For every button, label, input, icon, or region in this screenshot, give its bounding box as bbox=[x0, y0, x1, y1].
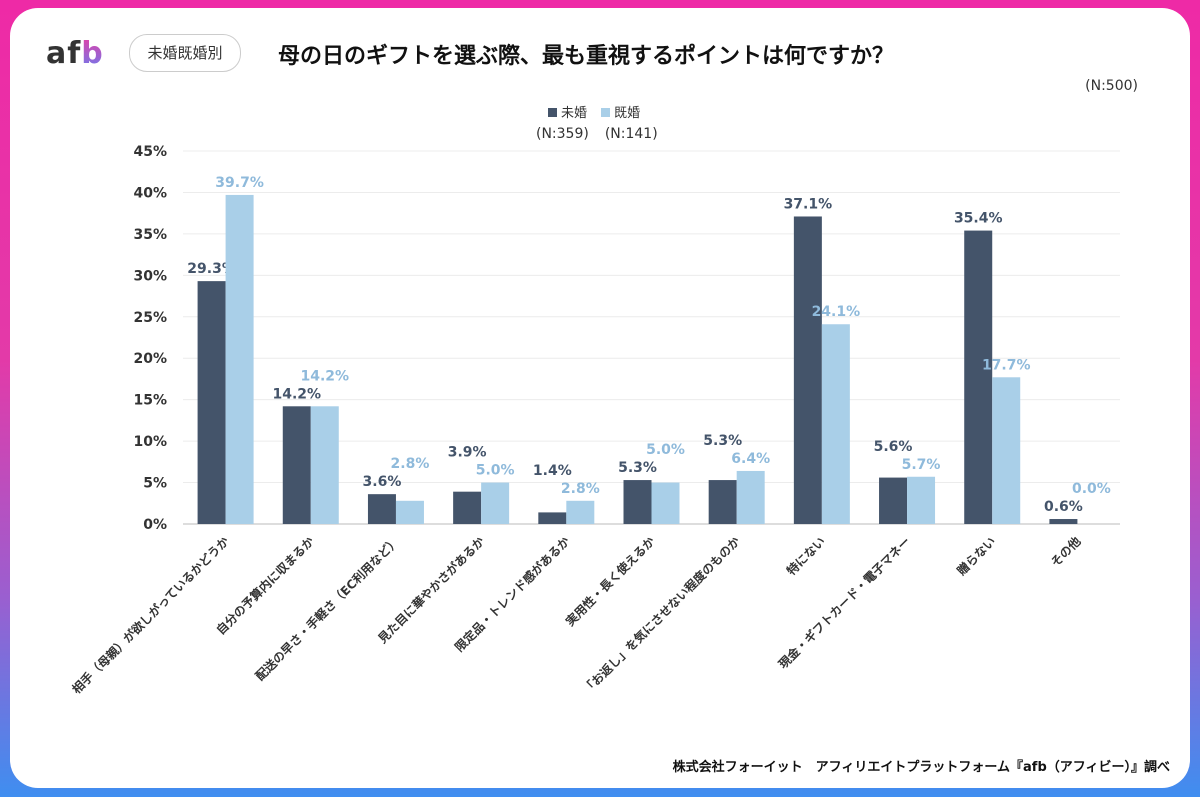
y-tick-label: 45% bbox=[133, 144, 167, 160]
data-label: 5.3% bbox=[703, 433, 742, 449]
bar bbox=[538, 512, 567, 524]
data-label: 35.4% bbox=[954, 211, 1003, 227]
x-tick-label: 相手（母親）が欲しがっているかどうか bbox=[69, 534, 232, 697]
data-label: 2.8% bbox=[561, 481, 600, 497]
source-note: 株式会社フォーイット アフィリエイトプラットフォーム『afb（アフィビー）』調べ bbox=[672, 760, 1170, 775]
sample-size: (N:500) bbox=[1085, 78, 1138, 94]
y-tick-label: 35% bbox=[133, 227, 167, 243]
x-tick-label: 「お返し」を気にさせない程度のものか bbox=[580, 534, 743, 697]
data-label: 24.1% bbox=[812, 304, 861, 320]
y-tick-label: 25% bbox=[133, 310, 167, 326]
bar bbox=[282, 406, 311, 524]
legend-sample-sizes: (N:359) (N:141) bbox=[536, 126, 674, 142]
bar bbox=[821, 324, 850, 524]
x-tick-label: 自分の予算内に収まるか bbox=[213, 534, 317, 638]
x-tick-label: 現金・ギフトカード・電子マネー bbox=[775, 534, 913, 672]
bar bbox=[395, 500, 424, 524]
y-tick-label: 15% bbox=[133, 393, 167, 409]
legend-n-married: (N:141) bbox=[604, 126, 658, 142]
data-label: 2.8% bbox=[391, 456, 430, 472]
data-label: 0.0% bbox=[1072, 481, 1111, 497]
bar bbox=[907, 476, 936, 524]
data-label: 5.6% bbox=[874, 439, 913, 455]
segment-badge: 未婚既婚別 bbox=[129, 34, 241, 72]
bar bbox=[992, 377, 1021, 524]
bar bbox=[1049, 519, 1078, 524]
bar bbox=[793, 216, 822, 524]
bar bbox=[736, 470, 765, 524]
x-tick-label: 贈らない bbox=[954, 534, 999, 579]
data-label: 0.6% bbox=[1044, 499, 1083, 515]
data-label: 6.4% bbox=[731, 451, 770, 467]
data-label: 3.9% bbox=[448, 445, 487, 461]
data-label: 29.3% bbox=[187, 261, 236, 277]
bar bbox=[623, 480, 652, 524]
data-label: 39.7% bbox=[215, 175, 264, 191]
legend-n-unmarried: (N:359) bbox=[536, 126, 589, 142]
data-label: 5.3% bbox=[618, 460, 657, 476]
afb-logo: afb bbox=[46, 36, 104, 71]
bar bbox=[453, 491, 482, 524]
bar bbox=[964, 230, 993, 524]
data-label: 1.4% bbox=[533, 463, 572, 479]
x-tick-label: 特にない bbox=[783, 534, 828, 579]
bar bbox=[367, 494, 396, 524]
bar bbox=[310, 406, 339, 524]
x-tick-label: 配送の早さ・手軽さ（EC利用など） bbox=[252, 534, 402, 684]
y-tick-label: 5% bbox=[143, 476, 167, 492]
legend-label: 未婚 bbox=[561, 106, 588, 121]
data-label: 14.2% bbox=[272, 386, 321, 402]
data-label: 37.1% bbox=[784, 196, 833, 212]
x-tick-label: その他 bbox=[1047, 534, 1083, 570]
legend-item-married: 既婚 bbox=[601, 102, 640, 121]
y-tick-label: 20% bbox=[133, 351, 167, 367]
bar bbox=[481, 482, 510, 524]
bar bbox=[651, 482, 680, 524]
chart-title: 母の日のギフトを選ぶ際、最も重視するポイントは何ですか？ bbox=[278, 44, 895, 69]
legend-item-unmarried: 未婚 bbox=[548, 102, 587, 121]
data-label: 5.0% bbox=[476, 463, 515, 479]
data-label: 5.0% bbox=[646, 442, 685, 458]
data-label: 5.7% bbox=[902, 457, 941, 473]
y-tick-label: 30% bbox=[133, 268, 167, 284]
bar bbox=[879, 477, 908, 524]
legend: 未婚 既婚 bbox=[548, 102, 650, 121]
y-tick-label: 40% bbox=[133, 185, 167, 201]
bar bbox=[566, 500, 595, 524]
bar bbox=[708, 480, 737, 524]
data-label: 3.6% bbox=[363, 474, 402, 490]
data-label: 14.2% bbox=[300, 368, 349, 384]
y-tick-label: 10% bbox=[133, 434, 167, 450]
x-tick-label: 実用性・長く使えるか bbox=[562, 534, 657, 629]
y-tick-label: 0% bbox=[143, 517, 167, 533]
bar bbox=[197, 281, 226, 524]
legend-label: 既婚 bbox=[614, 106, 641, 121]
data-label: 17.7% bbox=[982, 357, 1031, 373]
bar bbox=[225, 194, 254, 525]
